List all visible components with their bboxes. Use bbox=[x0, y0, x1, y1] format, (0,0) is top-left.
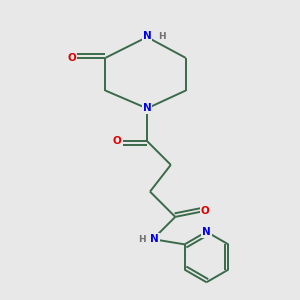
Text: N: N bbox=[143, 103, 152, 113]
Text: H: H bbox=[158, 32, 166, 41]
Text: N: N bbox=[202, 227, 211, 237]
Text: O: O bbox=[201, 206, 209, 216]
Text: N: N bbox=[143, 32, 152, 41]
Text: N: N bbox=[150, 234, 159, 244]
Text: H: H bbox=[138, 235, 146, 244]
Text: O: O bbox=[68, 53, 76, 63]
Text: O: O bbox=[113, 136, 122, 146]
